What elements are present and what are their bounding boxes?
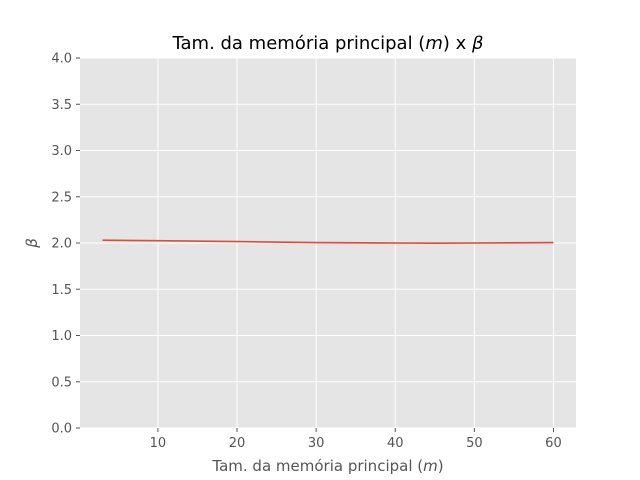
x-tick-label: 40 — [387, 436, 404, 451]
x-tick-label: 10 — [150, 436, 167, 451]
x-tick-label: 50 — [466, 436, 483, 451]
x-tick-label: 60 — [545, 436, 562, 451]
x-axis-label: Tam. da memória principal (m) — [211, 457, 443, 475]
y-tick-label: 1.5 — [51, 283, 72, 298]
y-tick-label: 0.0 — [51, 422, 72, 437]
y-tick-label: 0.5 — [51, 375, 72, 390]
y-tick-label: 1.0 — [51, 329, 72, 344]
y-tick-label: 3.0 — [51, 144, 72, 159]
x-axis-ticks: 10 20 30 40 50 60 — [150, 428, 562, 451]
x-tick-label: 20 — [229, 436, 246, 451]
y-tick-label: 3.5 — [51, 98, 72, 113]
x-tick-label: 30 — [308, 436, 325, 451]
y-axis-label: β — [23, 238, 41, 249]
y-axis-ticks: 0.0 0.5 1.0 1.5 2.0 2.5 3.0 3.5 4.0 — [51, 52, 80, 437]
chart-title: Tam. da memória principal (m) x β — [171, 33, 483, 54]
y-tick-label: 4.0 — [51, 52, 72, 67]
y-tick-label: 2.5 — [51, 190, 72, 205]
y-tick-label: 2.0 — [51, 237, 72, 252]
